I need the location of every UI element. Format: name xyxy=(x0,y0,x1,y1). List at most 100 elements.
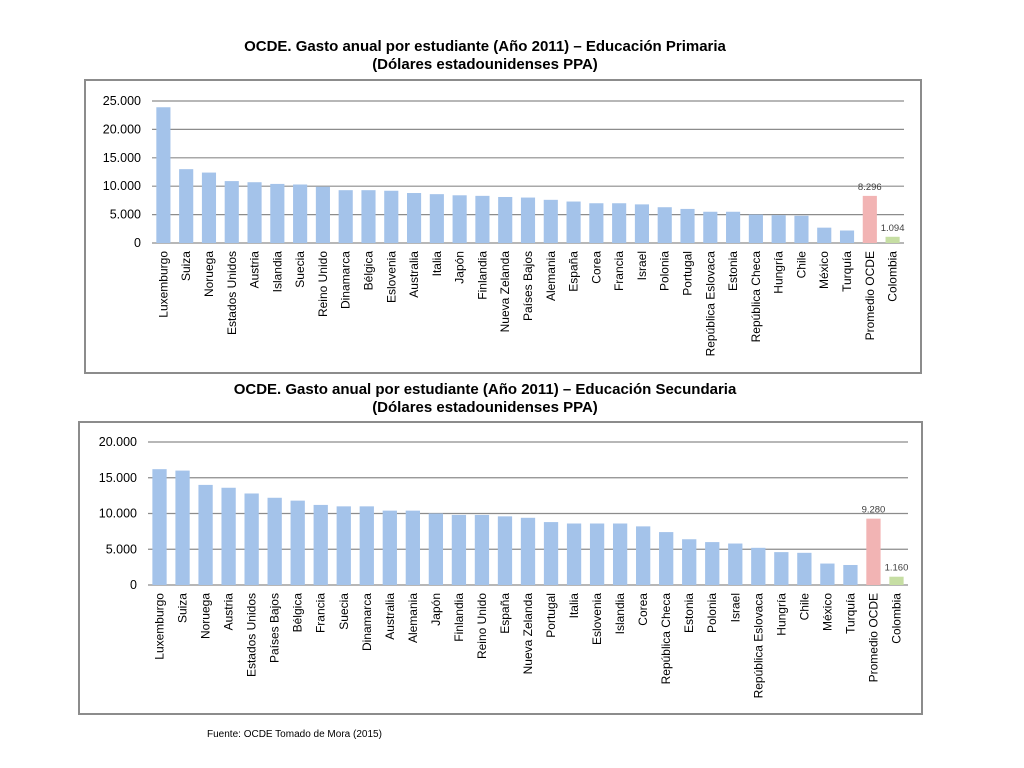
category-label: Israel xyxy=(728,593,742,622)
bar xyxy=(774,552,789,585)
category-label: Austria xyxy=(248,251,262,289)
bar xyxy=(498,196,513,243)
bar xyxy=(428,513,444,585)
bar xyxy=(682,539,697,585)
bar xyxy=(866,518,881,585)
bar xyxy=(885,236,900,243)
bar xyxy=(497,516,513,585)
bar xyxy=(566,201,581,243)
category-label: Japón xyxy=(453,251,467,284)
chart-title-primaria: OCDE. Gasto anual por estudiante (Año 20… xyxy=(0,38,970,74)
bar xyxy=(839,230,855,243)
category-label: Noruega xyxy=(199,593,213,639)
category-label: Reino Unido xyxy=(316,251,330,317)
category-label: Australia xyxy=(407,251,421,298)
category-label: República Eslovaca xyxy=(703,251,717,357)
y-tick-label: 5.000 xyxy=(106,542,137,556)
bar xyxy=(797,552,812,585)
category-label: Francia xyxy=(314,593,328,633)
bar xyxy=(612,203,627,243)
bar xyxy=(843,564,858,585)
bar xyxy=(543,522,559,585)
bar xyxy=(175,470,190,585)
bar xyxy=(680,208,695,243)
category-label: Australia xyxy=(383,593,397,640)
category-label: Estados Unidos xyxy=(245,593,259,677)
category-label: Japón xyxy=(429,593,443,626)
category-label: Nueva Zelanda xyxy=(498,251,512,333)
category-label: Islandia xyxy=(270,251,284,293)
category-label: Finlandia xyxy=(452,593,466,642)
category-label: Austria xyxy=(222,593,236,631)
bar xyxy=(543,199,558,243)
y-tick-label: 20.000 xyxy=(103,122,141,136)
category-label: Promedio OCDE xyxy=(863,251,877,340)
bar xyxy=(293,184,308,243)
bar xyxy=(520,517,536,585)
bar xyxy=(634,204,650,243)
category-label: Suecia xyxy=(293,251,307,288)
category-label: Alemania xyxy=(406,593,420,643)
bar xyxy=(657,207,672,243)
bar xyxy=(338,190,353,243)
bar xyxy=(429,194,444,243)
category-label: Hungría xyxy=(772,251,786,294)
y-tick-label: 5.000 xyxy=(110,208,141,222)
bar xyxy=(313,504,328,585)
bar xyxy=(179,169,194,243)
category-label: Bélgica xyxy=(291,593,305,633)
bar xyxy=(244,493,259,585)
category-label: Finlandia xyxy=(475,251,489,300)
bar xyxy=(405,510,420,585)
bar xyxy=(589,203,604,243)
bar xyxy=(748,214,763,243)
category-label: Países Bajos xyxy=(268,593,282,663)
category-label: Dinamarca xyxy=(360,593,374,651)
y-tick-label: 15.000 xyxy=(99,471,137,485)
category-label: Suiza xyxy=(179,251,193,281)
category-label: Turquía xyxy=(840,251,854,292)
y-tick-label: 0 xyxy=(130,578,137,592)
category-label: Noruega xyxy=(202,251,216,297)
category-label: Colombia xyxy=(889,593,903,644)
category-label: Italia xyxy=(430,251,444,277)
category-label: República Checa xyxy=(749,251,763,343)
category-label: Polonia xyxy=(658,251,672,291)
category-label: Estonia xyxy=(726,251,740,291)
subtitle-line: (Dólares estadounidenses PPA) xyxy=(372,56,598,73)
bar xyxy=(474,514,490,585)
bar xyxy=(612,523,628,585)
bar xyxy=(290,500,305,585)
bar xyxy=(726,211,741,243)
bar xyxy=(406,193,422,243)
y-tick-label: 10.000 xyxy=(99,507,137,521)
category-label: Eslovenia xyxy=(384,251,398,303)
category-label: Colombia xyxy=(886,251,900,302)
bar xyxy=(315,186,330,243)
bar xyxy=(889,576,904,585)
subtitle-line: (Dólares estadounidenses PPA) xyxy=(372,399,598,416)
bar xyxy=(703,211,718,243)
bar xyxy=(224,181,239,243)
category-label: Luxemburgo xyxy=(156,251,170,318)
category-label: República Checa xyxy=(659,593,673,685)
bar xyxy=(336,506,351,585)
category-label: Corea xyxy=(589,251,603,284)
category-label: Reino Unido xyxy=(475,593,489,659)
category-label: Estados Unidos xyxy=(225,251,239,335)
bar xyxy=(794,215,809,243)
y-tick-label: 10.000 xyxy=(103,179,141,193)
chart-svg-primaria: 0 5.000 10.000 15.000 20.000 25.000 Luxemburgo… xyxy=(103,94,905,357)
title-line: OCDE. Gasto anual por estudiante (Año 20… xyxy=(244,38,726,55)
bar xyxy=(198,484,213,585)
bar xyxy=(862,195,877,243)
category-label: República Eslovaca xyxy=(751,593,765,699)
category-label: Luxemburgo xyxy=(153,593,167,660)
chart-title-secundaria: OCDE. Gasto anual por estudiante (Año 20… xyxy=(0,381,970,417)
bar xyxy=(221,487,236,585)
category-label: Turquía xyxy=(843,593,857,634)
category-label: Islandia xyxy=(613,593,627,635)
bar xyxy=(751,547,766,585)
y-tick-label: 15.000 xyxy=(103,151,141,165)
bar xyxy=(156,107,171,243)
